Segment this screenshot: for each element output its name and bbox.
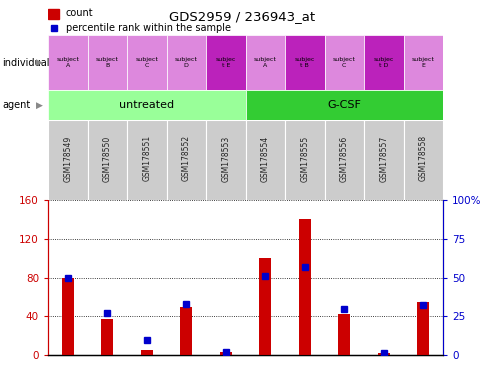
Text: percentile rank within the sample: percentile rank within the sample: [66, 23, 230, 33]
Text: subject
B: subject B: [96, 57, 119, 68]
Text: subject
C: subject C: [135, 57, 158, 68]
Text: GSM178551: GSM178551: [142, 135, 151, 182]
Bar: [363, 35, 403, 90]
Bar: [219, 352, 231, 355]
Text: GSM178556: GSM178556: [339, 135, 348, 182]
FancyBboxPatch shape: [166, 120, 206, 200]
Bar: [166, 35, 206, 90]
Text: subjec
t B: subjec t B: [294, 57, 314, 68]
Bar: [377, 353, 389, 355]
Bar: [61, 278, 74, 355]
Bar: [338, 314, 349, 355]
Text: GSM178552: GSM178552: [182, 135, 190, 182]
Bar: [48, 9, 59, 20]
Text: GSM178554: GSM178554: [260, 135, 269, 182]
Bar: [298, 219, 310, 355]
Text: individual: individual: [2, 58, 50, 68]
FancyBboxPatch shape: [87, 120, 127, 200]
Bar: [285, 35, 324, 90]
FancyBboxPatch shape: [285, 120, 324, 200]
Bar: [416, 302, 428, 355]
Bar: [403, 35, 442, 90]
Text: count: count: [66, 8, 93, 18]
Bar: [87, 35, 127, 90]
Bar: [140, 350, 152, 355]
Bar: [48, 35, 87, 90]
Text: subject
A: subject A: [56, 57, 79, 68]
Text: subjec
t E: subjec t E: [215, 57, 235, 68]
FancyBboxPatch shape: [245, 120, 285, 200]
Text: subject
D: subject D: [174, 57, 197, 68]
Bar: [206, 35, 245, 90]
Text: subject
E: subject E: [411, 57, 434, 68]
Bar: [48, 90, 245, 120]
FancyBboxPatch shape: [48, 120, 87, 200]
Bar: [127, 35, 166, 90]
Text: GDS2959 / 236943_at: GDS2959 / 236943_at: [169, 10, 315, 23]
Text: untreated: untreated: [119, 100, 174, 110]
Bar: [245, 90, 442, 120]
FancyBboxPatch shape: [206, 120, 245, 200]
Bar: [324, 35, 363, 90]
FancyBboxPatch shape: [324, 120, 363, 200]
Bar: [101, 319, 113, 355]
Text: subject
A: subject A: [253, 57, 276, 68]
Text: ▶: ▶: [36, 101, 43, 109]
Text: ▶: ▶: [36, 58, 43, 67]
Text: subject
C: subject C: [332, 57, 355, 68]
Text: subjec
t D: subjec t D: [373, 57, 393, 68]
Text: agent: agent: [2, 100, 30, 110]
FancyBboxPatch shape: [127, 120, 166, 200]
Bar: [259, 258, 271, 355]
Text: GSM178555: GSM178555: [300, 135, 309, 182]
Text: GSM178553: GSM178553: [221, 135, 230, 182]
Bar: [245, 35, 285, 90]
Text: GSM178558: GSM178558: [418, 135, 427, 182]
Text: GSM178550: GSM178550: [103, 135, 111, 182]
Text: G-CSF: G-CSF: [327, 100, 361, 110]
Text: GSM178557: GSM178557: [378, 135, 388, 182]
Text: GSM178549: GSM178549: [63, 135, 72, 182]
Bar: [180, 306, 192, 355]
FancyBboxPatch shape: [363, 120, 403, 200]
FancyBboxPatch shape: [403, 120, 442, 200]
